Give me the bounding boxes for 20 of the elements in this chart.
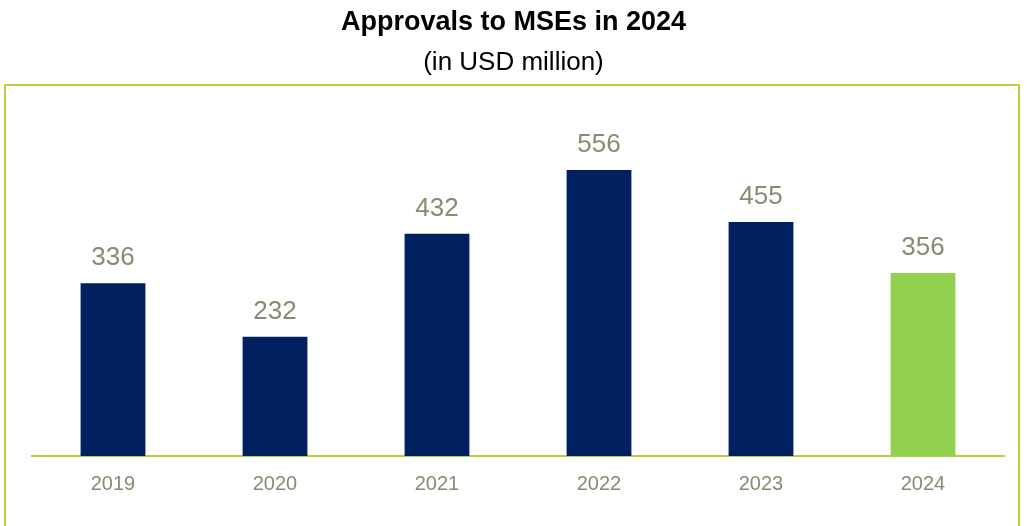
x-tick-label: 2021 [414, 471, 460, 494]
bar [566, 170, 632, 456]
data-label: 356 [901, 231, 945, 262]
x-tick-label: 2023 [738, 471, 784, 494]
chart-title: Approvals to MSEs in 2024 [339, 6, 688, 37]
data-label: 556 [577, 128, 621, 159]
bar [80, 283, 146, 456]
data-label: 232 [253, 294, 297, 325]
data-label: 336 [91, 241, 135, 272]
x-tick-label: 2024 [900, 471, 946, 494]
data-label: 432 [415, 192, 459, 222]
bar [890, 272, 956, 456]
x-tick-label: 2022 [576, 471, 622, 494]
bar [728, 222, 794, 456]
bar [242, 336, 308, 456]
bar [404, 233, 470, 456]
chart-subtitle: (in USD million) [422, 46, 605, 77]
data-label: 455 [739, 180, 783, 211]
x-tick-label: 2020 [252, 471, 298, 494]
x-tick-label: 2019 [90, 471, 136, 494]
